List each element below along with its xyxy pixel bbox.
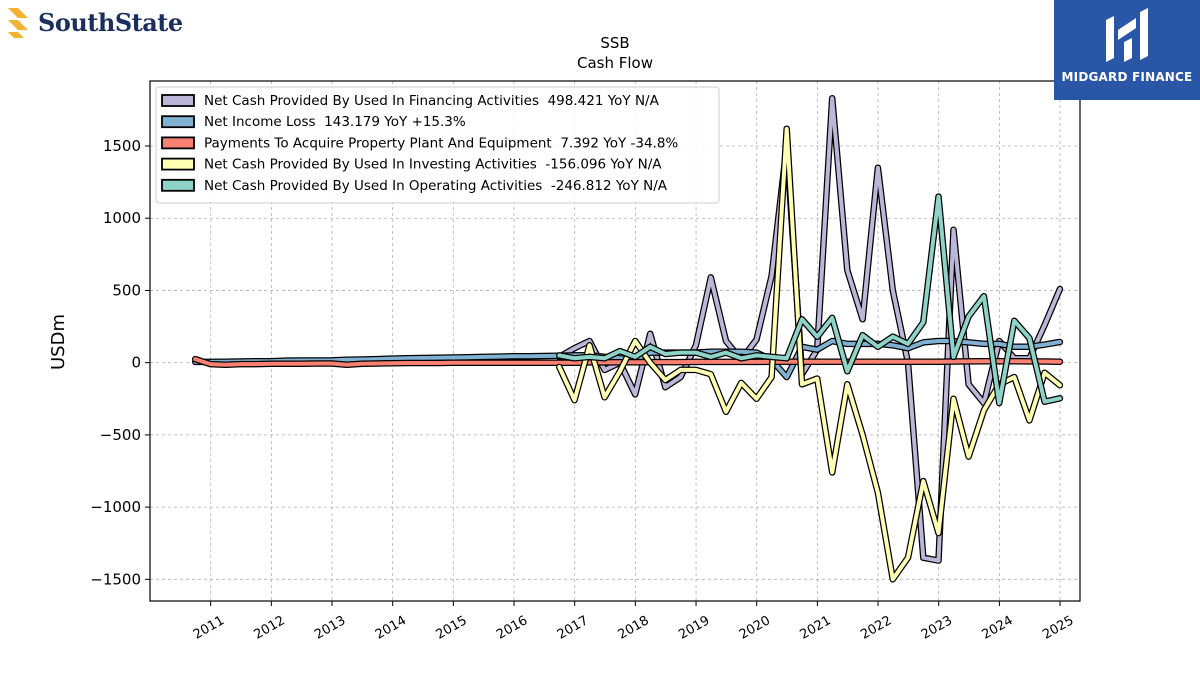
legend-entry: Net Income Loss 143.179 YoY +15.3% xyxy=(204,114,466,130)
legend-entry: Net Cash Provided By Used In Investing A… xyxy=(204,157,662,173)
legend-swatch xyxy=(161,178,195,192)
legend-entry: Net Cash Provided By Used In Financing A… xyxy=(204,93,660,109)
x-tick-label: 2024 xyxy=(980,613,1016,643)
legend-swatch xyxy=(161,115,195,129)
x-tick-label: 2021 xyxy=(798,613,834,643)
y-tick-label: −1500 xyxy=(90,570,141,588)
legend-swatch xyxy=(161,94,195,107)
legend-box xyxy=(155,86,720,204)
x-tick-label: 2014 xyxy=(373,613,409,643)
x-tick-label: 2011 xyxy=(191,613,227,643)
x-tick-label: 2015 xyxy=(434,613,470,643)
plot-frame xyxy=(149,80,1081,602)
x-tick-label: 2013 xyxy=(312,613,348,643)
chart-title: SSB xyxy=(600,34,629,52)
axes: −1500 −1000 −500 0 500 1000 1500 2011 2012 2013 20… xyxy=(90,137,1076,643)
x-tick-label: 2016 xyxy=(494,613,530,643)
legend-swatch xyxy=(161,157,195,171)
series-line xyxy=(557,194,1062,406)
x-tick-label: 2018 xyxy=(616,613,652,643)
midgard-finance-logo: MIDGARD FINANCE xyxy=(1054,0,1200,100)
x-tick-label: 2020 xyxy=(737,613,773,643)
x-tick-label: 2017 xyxy=(555,613,591,643)
y-tick-label: −1000 xyxy=(90,498,141,516)
x-tick-label: 2012 xyxy=(252,613,288,643)
midgard-finance-logo-text: MIDGARD FINANCE xyxy=(1061,70,1193,84)
x-tick-label: 2023 xyxy=(919,613,955,643)
x-tick-label: 2019 xyxy=(676,613,712,643)
legend: Net Cash Provided By Used In Financing A… xyxy=(155,86,720,204)
southstate-logo-text: SouthState xyxy=(38,8,183,37)
y-axis-label: USDm xyxy=(48,314,69,370)
legend-entry: Payments To Acquire Property Plant And E… xyxy=(204,135,678,151)
southstate-logo-icon xyxy=(8,8,28,38)
chart-subtitle: Cash Flow xyxy=(577,54,653,72)
y-tick-label: −500 xyxy=(100,426,141,444)
series-lines xyxy=(191,95,1064,583)
x-tick-label: 2025 xyxy=(1040,613,1076,643)
y-tick-label: 1500 xyxy=(103,137,141,155)
x-tick-label: 2022 xyxy=(858,613,894,643)
legend-swatch xyxy=(161,136,195,150)
y-tick-label: 500 xyxy=(112,281,141,299)
y-tick-label: 0 xyxy=(131,354,141,372)
y-tick-label: 1000 xyxy=(103,209,141,227)
legend-entry: Net Cash Provided By Used In Operating A… xyxy=(204,178,668,194)
southstate-logo: SouthState xyxy=(4,4,194,44)
midgard-finance-logo-icon xyxy=(1106,8,1148,62)
